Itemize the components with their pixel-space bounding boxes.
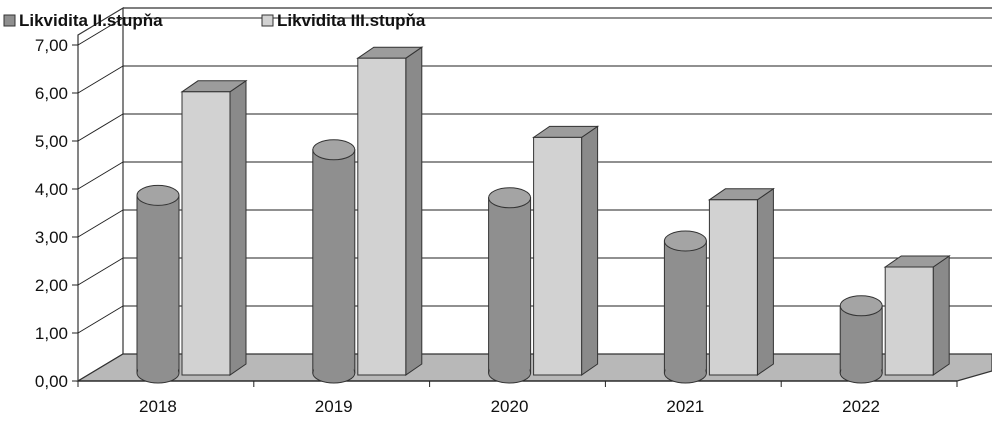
bar-box <box>180 79 248 376</box>
x-axis-tick-labels: 2018 2019 2020 2021 2022 <box>139 397 880 416</box>
y-tick-label: 5,00 <box>35 132 68 151</box>
bar-box-side <box>405 46 423 376</box>
y-tick-label: 2,00 <box>35 276 68 295</box>
bar-box-front <box>533 136 583 376</box>
legend-label: Likvidita II.stupňa <box>19 11 163 30</box>
gridline-side <box>77 305 124 334</box>
bar-box-side <box>581 125 599 376</box>
bar-cylinder <box>839 295 883 384</box>
bar-cylinder-top <box>312 139 356 161</box>
y-tick-label: 0,00 <box>35 372 68 391</box>
bar-box-side <box>932 255 950 376</box>
bar-cylinder <box>312 139 356 384</box>
x-tick-label: 2020 <box>491 397 529 416</box>
y-tick-label: 7,00 <box>35 36 68 55</box>
gridline-side <box>77 17 124 46</box>
bar-box-front <box>181 91 231 376</box>
y-tick-label: 4,00 <box>35 180 68 199</box>
gridline-side <box>77 65 124 94</box>
side-wall <box>77 6 124 383</box>
bar-cylinder-top <box>136 184 180 206</box>
bar-box <box>707 187 776 376</box>
x-tick-label: 2021 <box>666 397 704 416</box>
bars <box>136 46 951 384</box>
x-tick-label: 2019 <box>315 397 353 416</box>
bar-box <box>356 46 424 376</box>
bar-box-front <box>357 57 407 376</box>
bar-box <box>531 125 600 376</box>
y-tick-label: 1,00 <box>35 324 68 343</box>
bar-box <box>883 255 951 376</box>
legend-item: Likvidita II.stupňa <box>3 11 163 30</box>
legend-item: Likvidita III.stupňa <box>261 11 426 30</box>
bar-box-side <box>756 187 774 376</box>
y-tick-label: 3,00 <box>35 228 68 247</box>
bar-cylinder-top <box>488 187 532 209</box>
bar-cylinder <box>136 184 180 384</box>
bar-cylinder-fill <box>313 149 354 373</box>
x-tick-label: 2018 <box>139 397 177 416</box>
bar-cylinder-top <box>663 230 707 252</box>
legend-label: Likvidita III.stupňa <box>277 11 426 30</box>
legend-swatch <box>261 14 274 27</box>
bar-cylinder-fill <box>841 305 882 373</box>
bar-cylinder-fill <box>489 197 530 373</box>
bar-box-side <box>229 79 247 376</box>
gridline-side <box>77 113 124 142</box>
y-axis-tick-labels: 0,00 1,00 2,00 3,00 4,00 5,00 6,00 7,00 <box>35 36 68 391</box>
bar-box-front <box>708 199 758 376</box>
bar-cylinder <box>663 230 707 384</box>
bar-cylinder-top <box>839 295 883 317</box>
legend-swatch <box>3 14 16 27</box>
gridline-side <box>77 209 124 238</box>
bar-cylinder <box>488 187 532 384</box>
gridline-side <box>77 161 124 190</box>
bar-cylinder-fill <box>665 241 706 373</box>
gridline-side <box>77 257 124 286</box>
y-tick-label: 6,00 <box>35 84 68 103</box>
bar-cylinder-fill <box>138 195 178 373</box>
bar-box-front <box>884 266 934 376</box>
legend: Likvidita II.stupňa Likvidita III.stupňa <box>3 11 426 30</box>
x-tick-label: 2022 <box>842 397 880 416</box>
